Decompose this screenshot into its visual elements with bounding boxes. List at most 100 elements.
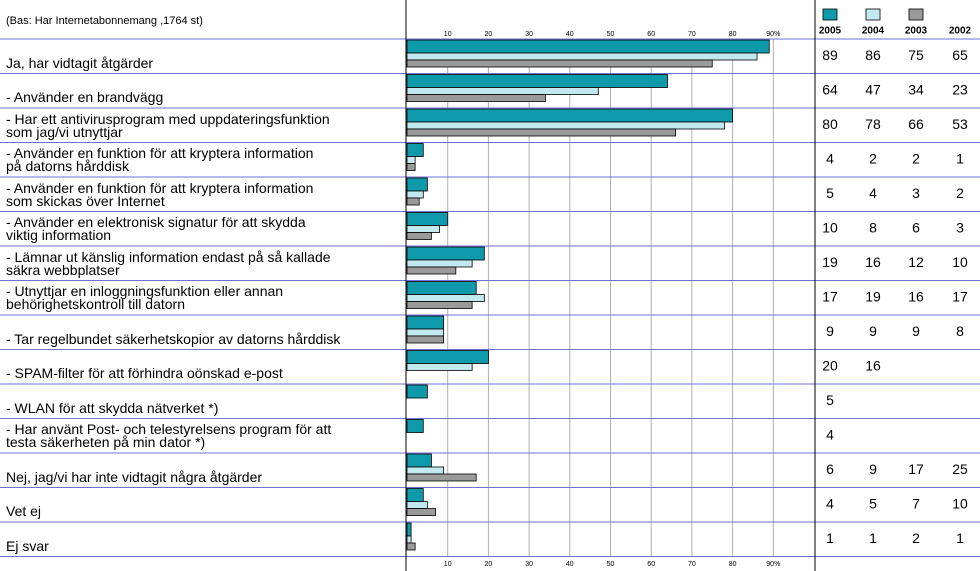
table-value: 86 [865, 47, 881, 63]
x-tick-label: 40 [566, 31, 574, 38]
bar [406, 419, 424, 433]
bar [406, 328, 445, 337]
table-value: 20 [822, 357, 838, 373]
table-value: 2 [912, 530, 920, 546]
table-value: 53 [952, 116, 968, 132]
bar [406, 212, 449, 226]
category-label: Nej, jag/vi har inte vidtagit några åtgä… [6, 468, 263, 485]
bar [406, 259, 473, 268]
bar [406, 522, 412, 537]
bar [406, 177, 428, 192]
table-value: 10 [822, 219, 838, 235]
table-value: 1 [956, 530, 964, 546]
table-value: 4 [826, 150, 834, 166]
bar [406, 473, 477, 482]
bar [406, 335, 445, 344]
legend-label: 2004 [862, 26, 885, 37]
table-value: 5 [826, 185, 834, 201]
bar [406, 232, 432, 240]
bar [406, 59, 713, 68]
table-value: 6 [826, 461, 834, 477]
bar [406, 315, 445, 330]
table-value: 66 [908, 116, 924, 132]
category-label: Vet ej [6, 503, 42, 519]
table-value: 3 [912, 185, 920, 201]
table-value: 16 [908, 288, 924, 304]
x-tick-label: 20 [485, 31, 493, 38]
category-label: Ej svar [6, 537, 49, 554]
table-value: 19 [822, 254, 838, 270]
category-label: - WLAN för att skydda nätverket *) [6, 399, 219, 416]
bar [406, 143, 424, 157]
category-label: Ja, har vidtagit åtgärder [6, 54, 154, 71]
table-value: 89 [822, 47, 838, 63]
legend-label: 2005 [819, 26, 842, 37]
table-value: 75 [908, 47, 924, 63]
table-value: 17 [822, 288, 838, 304]
bar [406, 350, 489, 364]
table-value: 65 [952, 47, 968, 63]
x-tick-label: 60 [647, 561, 655, 568]
x-tick-label: 90% [766, 561, 780, 568]
table-value: 2 [956, 185, 964, 201]
x-tick-label: 90% [766, 31, 780, 38]
table-value: 17 [952, 288, 968, 304]
table-value: 2 [912, 150, 920, 166]
bar [406, 294, 485, 302]
bar [406, 363, 473, 371]
category-label: - Använder en brandvägg [6, 89, 164, 105]
table-value: 9 [869, 461, 877, 477]
bar [406, 535, 412, 544]
bar [406, 128, 677, 137]
bar [406, 197, 420, 206]
table-value: 10 [952, 495, 968, 511]
bar [406, 246, 485, 261]
table-value: 23 [952, 81, 968, 97]
table-value: 9 [912, 323, 920, 339]
category-label: - Tar regelbundet säkerhetskopior av dat… [6, 330, 341, 347]
legend-label: 2003 [905, 26, 928, 37]
bar [406, 453, 432, 468]
table-value: 10 [952, 254, 968, 270]
legend-swatch [865, 8, 881, 21]
x-tick-label: 10 [444, 31, 452, 38]
table-value: 6 [912, 219, 920, 235]
bar [406, 301, 473, 309]
category-label: - Utnyttjar en inloggningsfunktion eller… [6, 283, 284, 312]
table-value: 64 [822, 81, 838, 97]
x-tick-label: 50 [607, 561, 615, 568]
x-tick-label: 30 [525, 31, 533, 38]
bar [406, 39, 770, 54]
bar [406, 281, 477, 295]
category-label: - SPAM-filter för att förhindra oönskad … [6, 365, 283, 381]
category-label: - Har använt Post- och telestyrelsens pr… [6, 421, 332, 450]
x-tick-label: 60 [647, 31, 655, 38]
x-tick-label: 80 [729, 561, 737, 568]
bar [406, 225, 440, 233]
x-tick-label: 70 [688, 31, 696, 38]
bar [406, 156, 416, 164]
table-value: 12 [908, 254, 924, 270]
x-tick-label: 70 [688, 561, 696, 568]
bar [406, 488, 424, 502]
x-tick-label: 20 [485, 561, 493, 568]
x-tick-label: 40 [566, 561, 574, 568]
bar [406, 190, 424, 199]
x-tick-label: 10 [444, 561, 452, 568]
table-value: 1 [826, 530, 834, 546]
table-value: 47 [865, 81, 881, 97]
bar [406, 108, 734, 123]
category-label: - Använder en funktion för att kryptera … [6, 145, 314, 174]
bar [406, 87, 599, 95]
x-tick-label: 50 [607, 31, 615, 38]
bar [406, 163, 416, 171]
table-value: 9 [826, 323, 834, 339]
table-value: 25 [952, 461, 968, 477]
x-tick-label: 30 [525, 561, 533, 568]
legend-label: 2002 [949, 26, 972, 37]
bar [406, 542, 416, 551]
table-value: 5 [869, 495, 877, 511]
table-value: 17 [908, 461, 924, 477]
